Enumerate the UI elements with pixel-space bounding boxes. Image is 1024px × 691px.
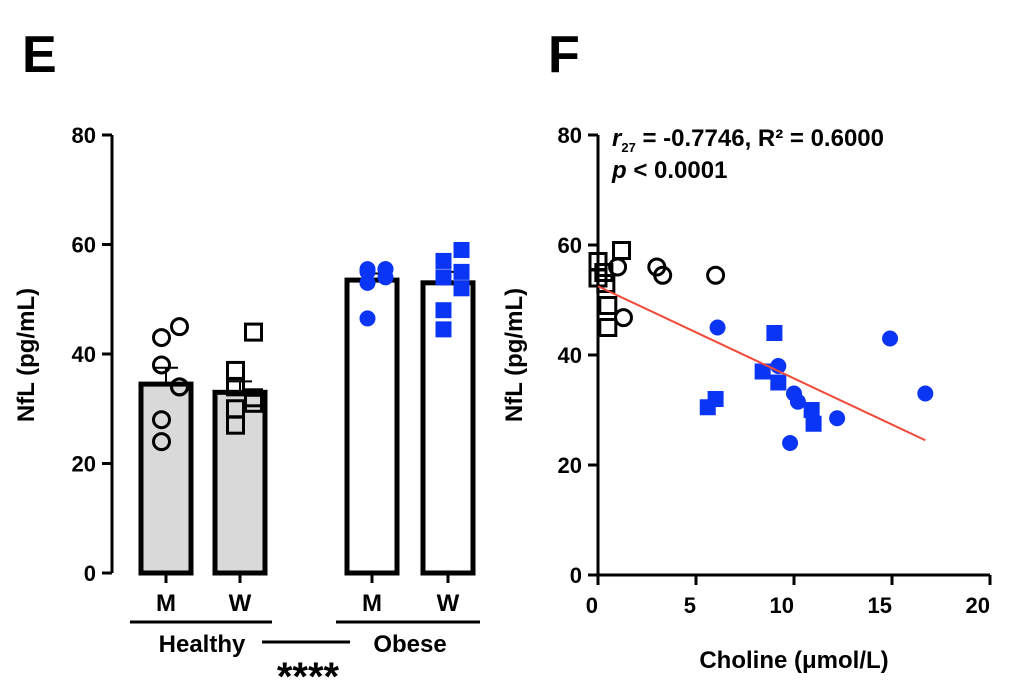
data-point — [435, 269, 452, 286]
data-point — [594, 263, 614, 282]
group-label-healthy: Healthy — [159, 631, 246, 658]
y-tick-label: 60 — [558, 233, 582, 258]
data-point — [453, 241, 470, 258]
data-point — [754, 363, 771, 380]
data-point — [782, 435, 799, 451]
x-tick-label: W — [229, 590, 252, 617]
data-point — [882, 330, 899, 347]
data-point — [706, 265, 726, 285]
data-point — [613, 308, 633, 328]
data-point — [766, 325, 783, 341]
y-tick-label: 0 — [570, 563, 582, 588]
data-point — [598, 318, 618, 337]
data-point — [805, 415, 822, 432]
e-y-axis-label: NfL (pg/mL) — [13, 288, 40, 422]
data-point — [707, 391, 724, 407]
x-tick-label: 0 — [586, 593, 598, 618]
panel-e-chart: 0 20 40 60 80 M W M W Healthy Obese **** — [72, 123, 480, 691]
data-point — [152, 355, 171, 375]
x-tick-label: 5 — [684, 593, 696, 618]
data-point — [803, 402, 820, 418]
x-tick-label: 15 — [868, 593, 892, 618]
x-tick-label: 10 — [770, 593, 794, 618]
data-point — [789, 393, 806, 410]
data-point — [453, 263, 470, 280]
data-point — [435, 252, 452, 269]
data-point — [170, 317, 189, 337]
panel-label-f: F — [548, 26, 580, 84]
data-point — [770, 374, 787, 391]
data-point — [653, 265, 673, 285]
data-point — [244, 393, 263, 413]
data-point — [359, 274, 376, 291]
x-tick-label: M — [362, 590, 382, 617]
y-tick-label: 40 — [72, 342, 96, 367]
data-point — [244, 322, 263, 342]
data-point — [598, 296, 618, 315]
bar — [212, 389, 268, 576]
f-stats-line1: r27 = -0.7746, R² = 0.6000 — [612, 125, 884, 155]
data-point — [709, 319, 726, 336]
data-point — [359, 310, 376, 327]
f-stats-line2: p < 0.0001 — [611, 157, 727, 184]
group-label-obese: Obese — [373, 631, 446, 658]
regression-line — [597, 285, 926, 442]
y-tick-label: 0 — [84, 561, 96, 586]
data-point — [829, 410, 846, 427]
y-tick-label: 40 — [558, 343, 582, 368]
data-point — [612, 241, 632, 260]
f-x-axis-label: Choline (μmol/L) — [699, 647, 888, 674]
data-point — [359, 261, 376, 278]
data-point — [226, 415, 245, 435]
y-tick-label: 60 — [72, 233, 96, 258]
data-point — [435, 302, 452, 319]
data-point — [226, 377, 245, 397]
data-point — [152, 410, 171, 430]
significance-label: **** — [277, 655, 340, 691]
data-point — [377, 261, 394, 278]
data-point — [435, 321, 452, 338]
data-point — [226, 360, 245, 380]
y-tick-label: 80 — [558, 123, 582, 148]
panel-label-e: E — [22, 26, 57, 84]
y-tick-label: 80 — [72, 123, 96, 148]
f-y-axis-label: NfL (pg/mL) — [501, 288, 528, 422]
data-point — [453, 280, 470, 297]
data-point — [152, 432, 171, 452]
y-tick-label: 20 — [558, 453, 582, 478]
x-tick-label: M — [156, 590, 176, 617]
data-point — [152, 328, 171, 348]
data-point — [917, 385, 934, 402]
data-point — [170, 377, 189, 397]
data-point — [588, 268, 608, 288]
x-tick-label: W — [437, 590, 460, 617]
panel-f-chart: 0 20 40 60 80 0 5 10 15 20 — [558, 123, 992, 618]
y-tick-label: 20 — [72, 452, 96, 477]
x-tick-label: 20 — [966, 593, 990, 618]
